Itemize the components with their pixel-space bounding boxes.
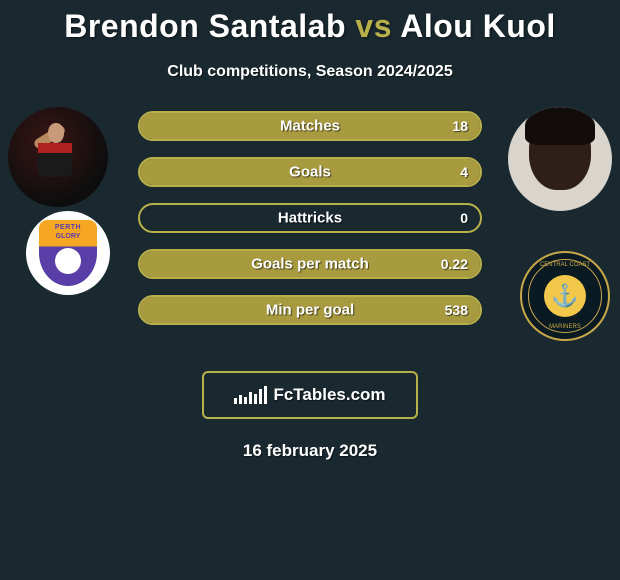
stat-value-right: 538 [445, 302, 468, 318]
player1-club-badge: PERTH GLORY [26, 211, 110, 295]
stat-bar: Goals4 [138, 157, 482, 187]
club1-text-top: PERTH [55, 224, 81, 231]
title-player2: Alou Kuol [400, 8, 556, 44]
page-title: Brendon Santalab vs Alou Kuol [0, 0, 620, 45]
stat-value-right: 0.22 [441, 256, 468, 272]
stat-label: Hattricks [140, 210, 480, 227]
stat-bar: Matches18 [138, 111, 482, 141]
club2-text-bottom: MARINERS [522, 324, 608, 330]
bar-chart-icon [234, 386, 267, 404]
stat-bars: Matches18 Goals4 Hattricks0 Goals per match… [138, 111, 482, 341]
subtitle: Club competitions, Season 2024/2025 [0, 63, 620, 81]
player2-club-badge: CENTRAL COAST ⚓ MARINERS [520, 251, 610, 341]
date-text: 16 february 2025 [0, 441, 620, 461]
stat-bar: Goals per match0.22 [138, 249, 482, 279]
stat-bar: Min per goal538 [138, 295, 482, 325]
brand-text: FcTables.com [273, 385, 385, 405]
comparison-panel: PERTH GLORY CENTRAL COAST ⚓ MARINERS Mat… [0, 111, 620, 371]
stat-label: Goals [140, 164, 480, 181]
stat-value-right: 4 [460, 164, 468, 180]
title-vs: vs [355, 8, 392, 44]
brand-box: FcTables.com [202, 371, 418, 419]
title-player1: Brendon Santalab [64, 8, 346, 44]
player2-avatar [508, 107, 612, 211]
anchor-icon: ⚓ [551, 283, 578, 309]
club1-text-bottom: GLORY [56, 233, 81, 240]
stat-bar: Hattricks0 [138, 203, 482, 233]
stat-label: Goals per match [140, 256, 480, 273]
stat-value-right: 18 [452, 118, 468, 134]
stat-label: Min per goal [140, 302, 480, 319]
player1-avatar [8, 107, 108, 207]
stat-label: Matches [140, 118, 480, 135]
club2-text-top: CENTRAL COAST [522, 262, 608, 268]
stat-value-right: 0 [460, 210, 468, 226]
